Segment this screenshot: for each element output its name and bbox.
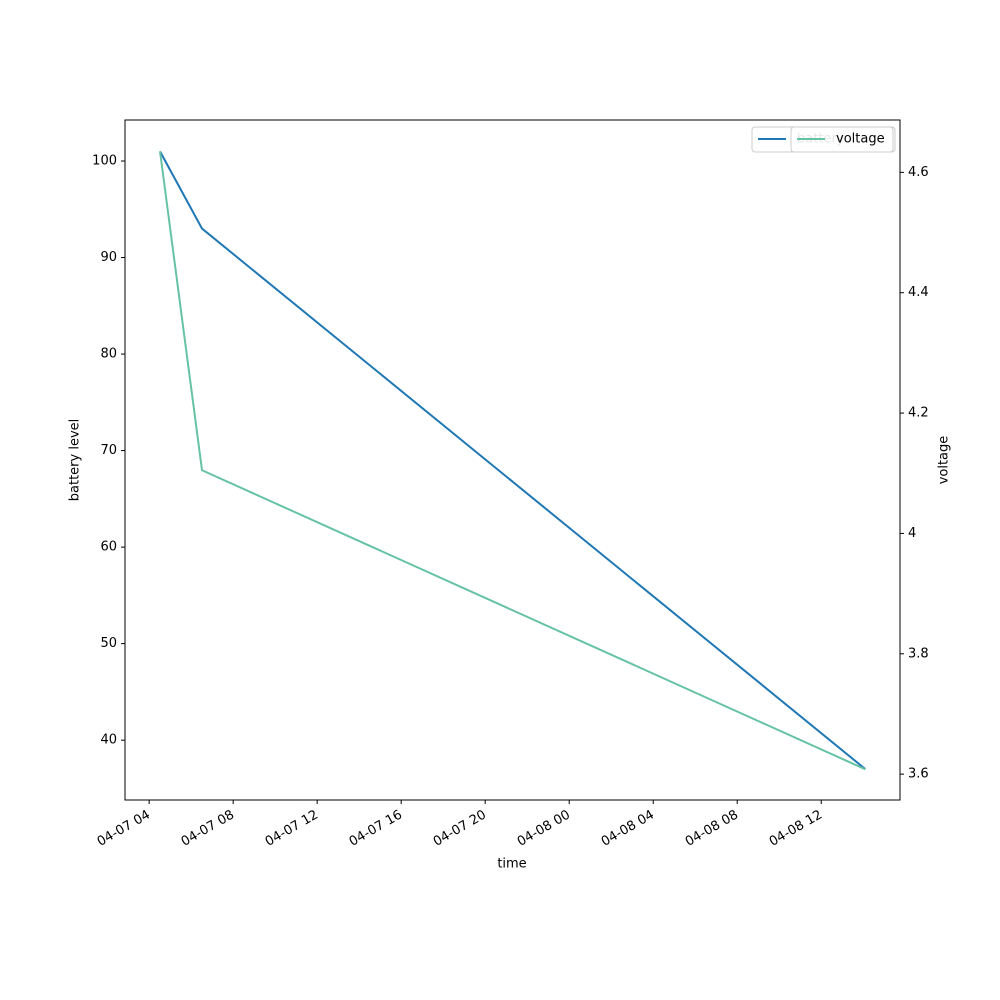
plot-frame (124, 119, 901, 801)
legend-label: voltage (836, 132, 885, 147)
legend-box (790, 126, 894, 153)
y2-tick-label: 4.2 (908, 406, 929, 421)
legend: voltage (790, 126, 894, 153)
x-tick-label: 04-08 12 (767, 808, 825, 850)
x-tick-label: 04-07 12 (263, 808, 321, 850)
y-tick-label: 70 (100, 443, 117, 458)
line-series (159, 151, 866, 771)
y-tick-label: 40 (100, 733, 117, 748)
y2-axis-label: voltage (937, 436, 952, 485)
x-tick-label: 04-08 04 (599, 808, 657, 850)
y2-tick-label: 3.8 (908, 646, 929, 661)
y2-tick-label: 4.4 (908, 285, 929, 300)
x-axis-label: time (497, 857, 526, 872)
y2-tick-label: 3.6 (908, 767, 929, 782)
y-tick-label: 50 (100, 636, 117, 651)
y2-tick-label: 4.6 (908, 165, 929, 180)
x-tick-label: 04-07 20 (431, 808, 489, 850)
x-tick-label: 04-07 04 (95, 808, 153, 850)
y-tick-label: 90 (100, 250, 117, 265)
x-tick-label: 04-07 08 (179, 808, 237, 850)
y-tick-label: 60 (100, 540, 117, 555)
x-tick-label: 04-08 00 (515, 808, 573, 850)
x-tick-label: 04-07 16 (347, 808, 405, 850)
y-tick-label: 80 (100, 347, 117, 362)
x-tick-label: 04-08 08 (683, 808, 741, 850)
line-series (159, 150, 866, 770)
y2-tick-label: 4 (908, 526, 916, 541)
y-axis-label: battery level (68, 419, 83, 502)
y-tick-label: 100 (92, 154, 117, 169)
